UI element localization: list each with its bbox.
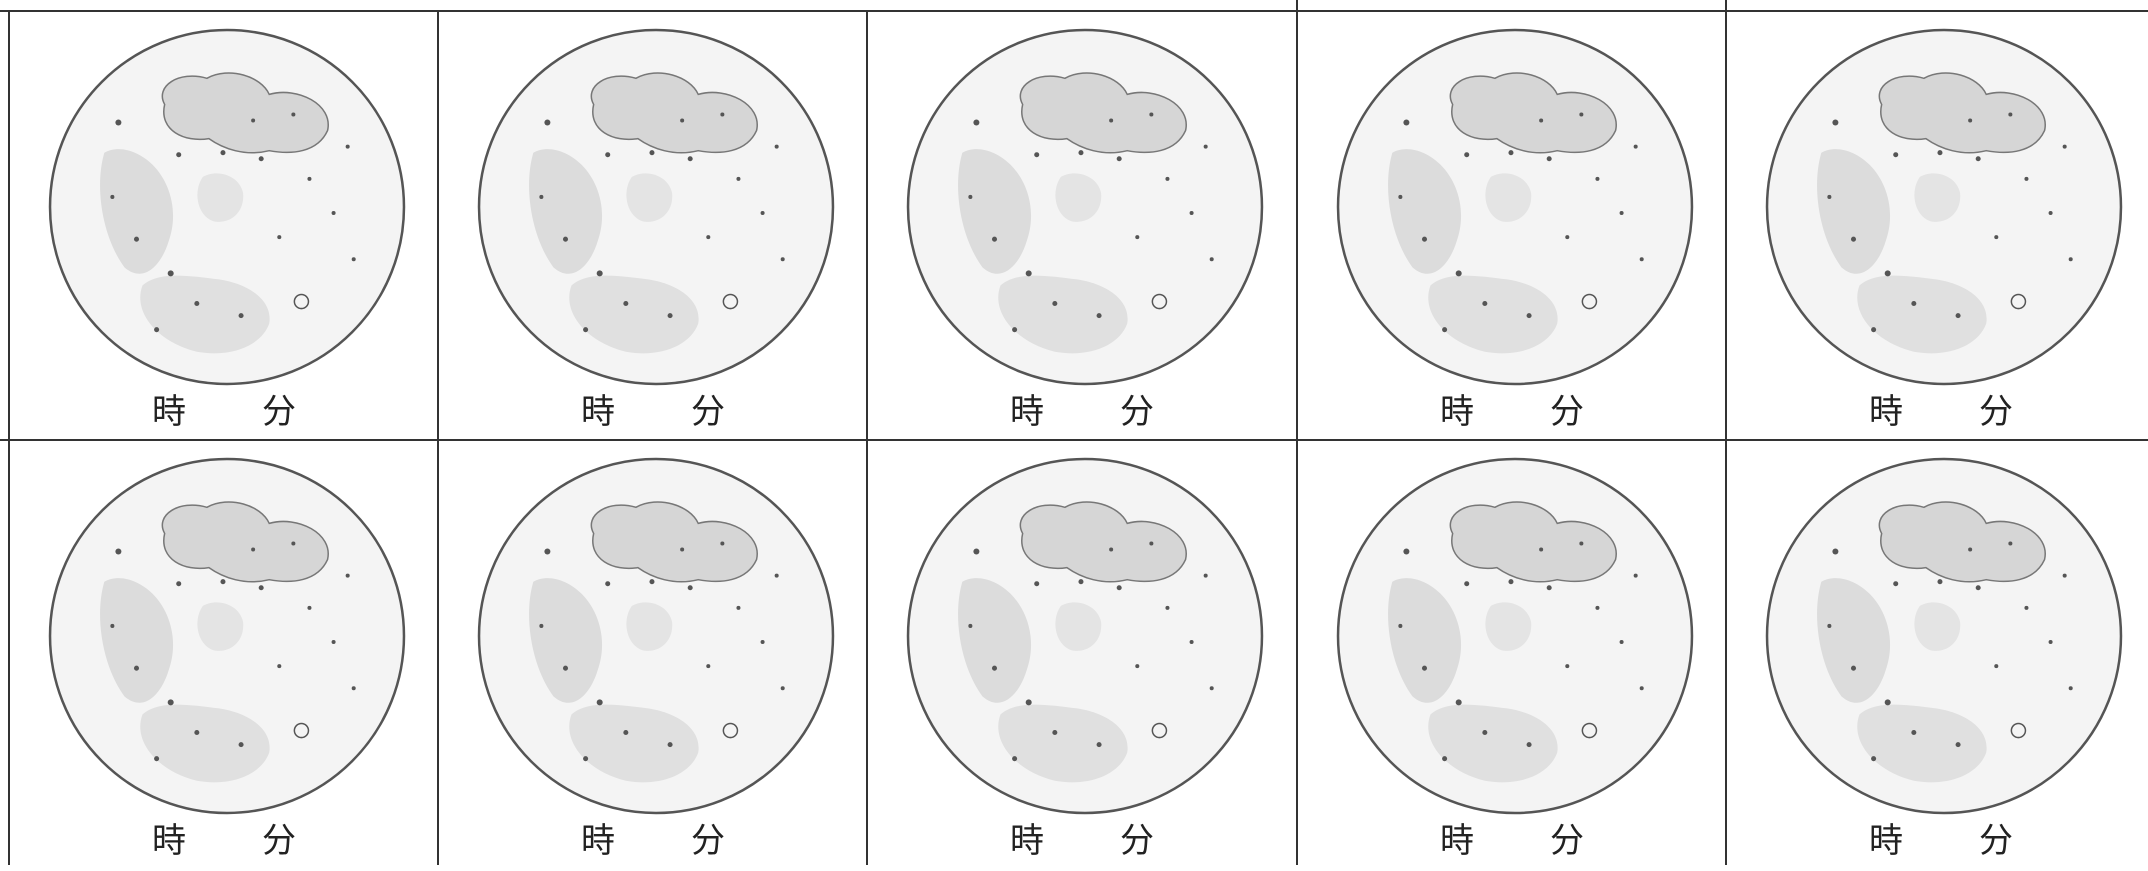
- minute-label: 分: [1120, 821, 1154, 861]
- minute-label: 分: [262, 392, 296, 432]
- hour-label: 時: [152, 392, 186, 432]
- row-divider-line: [0, 439, 2148, 441]
- full-moon-image: [46, 26, 408, 388]
- minute-label: 分: [1979, 392, 2013, 432]
- moon-cell: 時分: [868, 441, 1296, 871]
- minute-label: 分: [691, 821, 725, 861]
- hour-label: 時: [1869, 821, 1903, 861]
- moon-cell: 時分: [1727, 12, 2148, 442]
- minute-label: 分: [1120, 392, 1154, 432]
- moon-cell: 時分: [1298, 12, 1726, 442]
- hour-label: 時: [1440, 821, 1474, 861]
- minute-label: 分: [1550, 821, 1584, 861]
- full-moon-image: [1334, 455, 1696, 817]
- moon-cell: 時分: [10, 441, 438, 871]
- left-border-line: [8, 10, 10, 865]
- minute-label: 分: [691, 392, 725, 432]
- minute-label: 分: [262, 821, 296, 861]
- hour-label: 時: [152, 821, 186, 861]
- full-moon-image: [475, 455, 837, 817]
- minute-label: 分: [1550, 392, 1584, 432]
- moon-cell: 時分: [10, 12, 438, 442]
- full-moon-image: [46, 455, 408, 817]
- hour-label: 時: [1440, 392, 1474, 432]
- full-moon-image: [1763, 455, 2125, 817]
- full-moon-image: [475, 26, 837, 388]
- moon-cell: 時分: [439, 12, 867, 442]
- minute-label: 分: [1979, 821, 2013, 861]
- full-moon-image: [904, 455, 1266, 817]
- hour-label: 時: [1010, 821, 1044, 861]
- column-divider-line: [1296, 0, 1298, 865]
- moon-cell: 時分: [1727, 441, 2148, 871]
- full-moon-image: [1334, 26, 1696, 388]
- full-moon-image: [904, 26, 1266, 388]
- column-divider-line: [437, 10, 439, 865]
- column-divider-line: [866, 10, 868, 865]
- top-border-line: [0, 10, 2148, 12]
- hour-label: 時: [1869, 392, 1903, 432]
- full-moon-image: [1763, 26, 2125, 388]
- moon-cell: 時分: [868, 12, 1296, 442]
- hour-label: 時: [581, 821, 615, 861]
- hour-label: 時: [1010, 392, 1044, 432]
- hour-label: 時: [581, 392, 615, 432]
- column-divider-line: [1725, 0, 1727, 865]
- moon-cell: 時分: [1298, 441, 1726, 871]
- moon-cell: 時分: [439, 441, 867, 871]
